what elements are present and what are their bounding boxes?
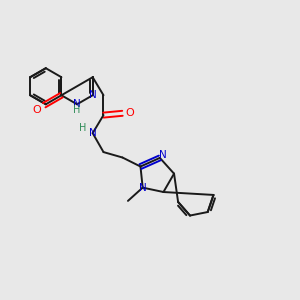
Text: N: N: [73, 99, 81, 109]
Text: N: N: [89, 90, 97, 100]
Text: N: N: [139, 183, 147, 193]
Text: H: H: [74, 106, 81, 116]
Text: H: H: [79, 124, 86, 134]
Text: N: N: [89, 128, 97, 138]
Text: O: O: [126, 108, 135, 118]
Text: O: O: [32, 104, 41, 115]
Text: N: N: [159, 150, 167, 160]
